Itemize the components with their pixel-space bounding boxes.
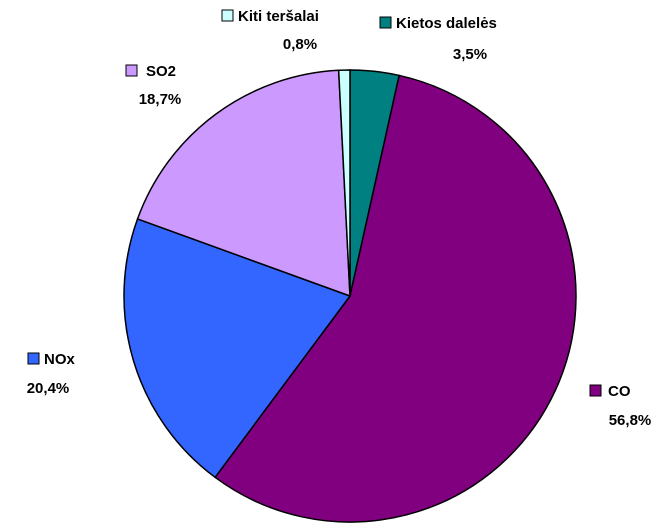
pie-slice <box>136 69 351 298</box>
slice-value-label: 56,8% <box>609 412 652 429</box>
legend-swatch <box>589 384 602 397</box>
legend-swatch <box>125 64 138 77</box>
legend-swatch <box>221 9 234 22</box>
slice-name: Kiti teršalai <box>238 8 319 25</box>
slice-name: CO <box>608 383 631 400</box>
slice-name: Kietos dalelės <box>396 15 497 32</box>
slice-name: SO2 <box>146 63 176 80</box>
pie-slice <box>123 217 352 479</box>
pie-slice <box>337 69 351 297</box>
slice-name: NOx <box>44 351 76 368</box>
slice-value-label: 3,5% <box>453 46 487 63</box>
pie-slice <box>214 74 577 523</box>
legend-swatch <box>27 352 40 365</box>
slice-value-label: 20,4% <box>27 380 70 397</box>
legend-swatch <box>379 16 392 29</box>
slice-value-label: 0,8% <box>283 36 317 53</box>
slice-value-label: 18,7% <box>139 91 182 108</box>
